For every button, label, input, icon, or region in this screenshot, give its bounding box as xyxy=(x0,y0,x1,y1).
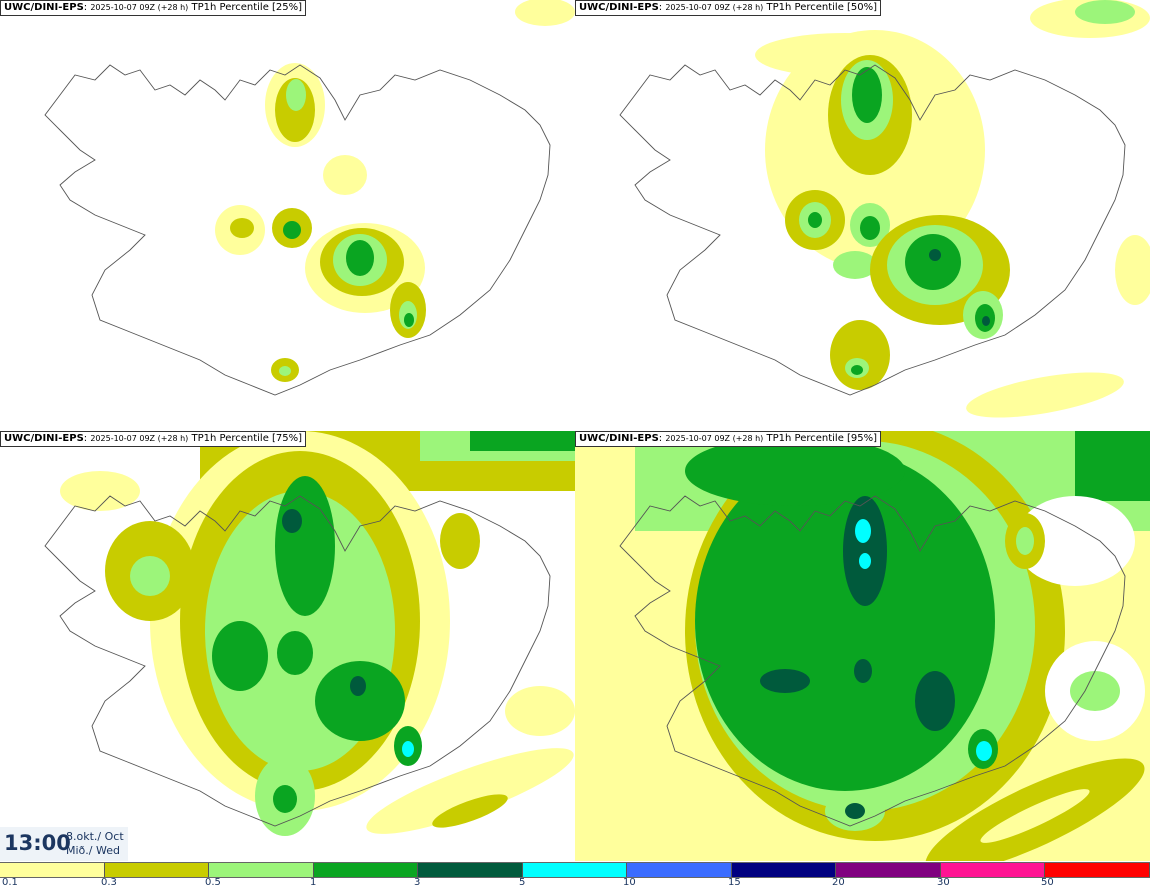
legend-swatch xyxy=(104,863,210,877)
coastline xyxy=(619,495,1126,827)
field-name: TP1h Percentile [75%] xyxy=(191,433,303,444)
legend-swatch xyxy=(836,863,941,877)
panel-header: UWC/DINI-EPS: 2025-10-07 09Z (+28 h) TP1… xyxy=(0,431,307,447)
precip-map xyxy=(575,431,1150,861)
run-timestamp: 2025-10-07 09Z (+28 h) xyxy=(90,434,189,443)
run-timestamp: 2025-10-07 09Z (+28 h) xyxy=(665,434,764,443)
precip-map xyxy=(44,431,575,836)
panel-header: UWC/DINI-EPS: 2025-10-07 09Z (+28 h) TP1… xyxy=(575,0,882,16)
coastline xyxy=(619,64,1126,396)
legend-swatch xyxy=(1045,863,1150,877)
field-name: TP1h Percentile [95%] xyxy=(766,433,878,444)
precip-fill xyxy=(575,431,1150,861)
map-panel-p25: UWC/DINI-EPS: 2025-10-07 09Z (+28 h) TP1… xyxy=(0,0,575,430)
legend-label: 15 xyxy=(728,877,741,888)
legend-swatch xyxy=(313,863,419,877)
legend-label: 1 xyxy=(310,877,317,888)
legend-swatch xyxy=(418,863,523,877)
run-timestamp: 2025-10-07 09Z (+28 h) xyxy=(665,3,764,12)
model-name: UWC/DINI-EPS xyxy=(579,433,659,444)
map-panel-p50: UWC/DINI-EPS: 2025-10-07 09Z (+28 h) TP1… xyxy=(575,0,1150,430)
map-panel-p95: UWC/DINI-EPS: 2025-10-07 09Z (+28 h) TP1… xyxy=(575,431,1150,861)
legend-label: 30 xyxy=(937,877,950,888)
model-name: UWC/DINI-EPS xyxy=(4,2,84,13)
precip-map xyxy=(44,0,575,396)
model-name: UWC/DINI-EPS xyxy=(4,433,84,444)
legend-swatch xyxy=(0,863,105,877)
coastline xyxy=(44,64,551,396)
legend-swatch xyxy=(209,863,314,877)
legend-label: 10 xyxy=(623,877,636,888)
valid-date-line2: Mið./ Wed xyxy=(66,844,120,857)
panel-header: UWC/DINI-EPS: 2025-10-07 09Z (+28 h) TP1… xyxy=(575,431,882,447)
coastline xyxy=(44,495,551,827)
valid-time-box: 13:00 8.okt./ Oct Mið./ Wed xyxy=(0,827,128,861)
model-name: UWC/DINI-EPS xyxy=(579,2,659,13)
legend-label: 0.3 xyxy=(101,877,117,888)
run-timestamp: 2025-10-07 09Z (+28 h) xyxy=(90,3,189,12)
legend-swatch xyxy=(940,863,1046,877)
valid-time-clock: 13:00 xyxy=(4,831,71,855)
legend-label: 20 xyxy=(832,877,845,888)
map-panel-p75: UWC/DINI-EPS: 2025-10-07 09Z (+28 h) TP1… xyxy=(0,431,575,861)
color-legend xyxy=(0,862,1150,878)
legend-label: 5 xyxy=(519,877,526,888)
precip-fill xyxy=(215,0,575,382)
precip-map xyxy=(619,0,1150,418)
legend-swatch xyxy=(731,863,837,877)
field-name: TP1h Percentile [50%] xyxy=(766,2,878,13)
legend-label: 50 xyxy=(1041,877,1054,888)
panel-header: UWC/DINI-EPS: 2025-10-07 09Z (+28 h) TP1… xyxy=(0,0,307,16)
legend-label: 0.5 xyxy=(205,877,221,888)
precip-fill xyxy=(755,0,1150,418)
precip-fill xyxy=(60,431,575,836)
valid-date-line1: 8.okt./ Oct xyxy=(66,830,124,843)
legend-label: 3 xyxy=(414,877,421,888)
legend-swatch xyxy=(627,863,732,877)
field-name: TP1h Percentile [25%] xyxy=(191,2,303,13)
legend-label: 0.1 xyxy=(2,877,18,888)
legend-labels: 0.1 0.3 0.5 1 3 5 10 15 20 30 50 xyxy=(0,877,1150,891)
valid-date: 8.okt./ Oct Mið./ Wed xyxy=(66,830,124,858)
legend-swatch xyxy=(522,863,628,877)
